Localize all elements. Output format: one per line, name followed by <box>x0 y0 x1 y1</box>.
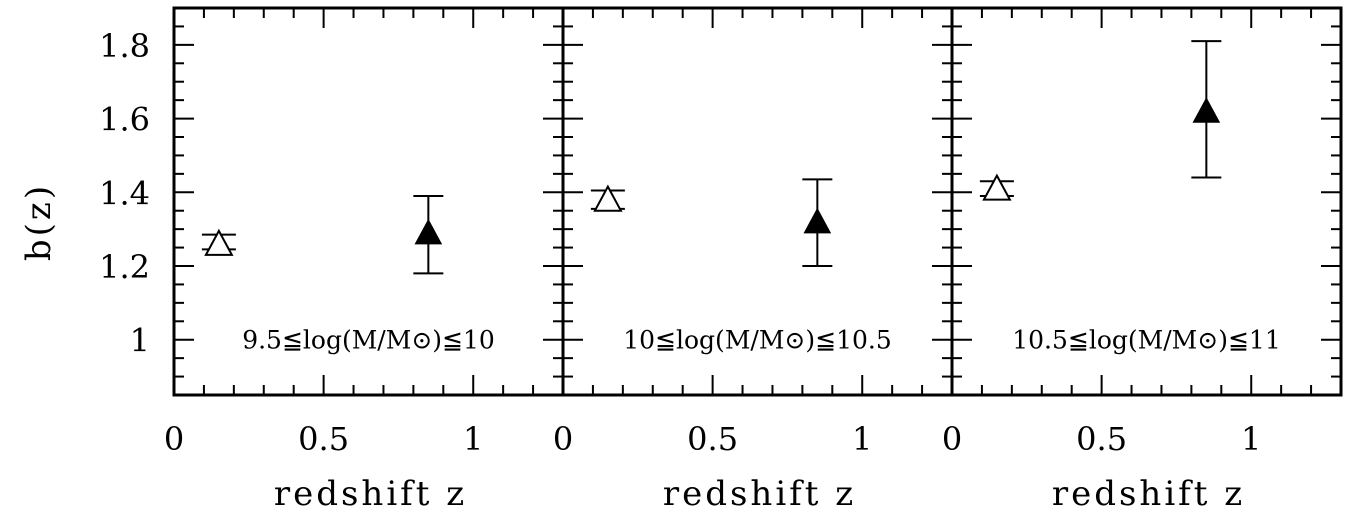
x-tick-label: 0.5 <box>1076 420 1127 458</box>
panel-frame <box>950 6 1343 397</box>
filled-triangle-marker <box>414 218 443 245</box>
panels: 0 0.5 1 redshift z 9.5≦log(M/M⊙)≦10 0 0.5 1 reds… <box>99 6 1343 513</box>
open-triangle-marker <box>204 228 234 256</box>
x-axis-title: redshift z <box>1052 474 1245 513</box>
panel-1: 0 0.5 1 redshift z 9.5≦log(M/M⊙)≦10 <box>164 6 565 513</box>
y-axis-title: b(z) <box>19 183 59 261</box>
x-tick-label: 0.5 <box>298 420 349 458</box>
y-tick-label: 1.2 <box>99 248 150 286</box>
panel-2: 0 0.5 1 redshift z 10≦log(M/M⊙)≦10.5 <box>553 6 954 513</box>
panel-label: 9.5≦log(M/M⊙)≦10 <box>242 326 495 355</box>
open-triangle-marker <box>982 173 1012 201</box>
x-tick-label: 1 <box>852 420 872 458</box>
x-axis-title: redshift z <box>274 474 467 513</box>
y-tick-label: 1.4 <box>99 174 150 212</box>
y-tick-label: 1.6 <box>99 101 150 139</box>
y-tick-label: 1 <box>130 322 150 360</box>
panel-label: 10≦log(M/M⊙)≦10.5 <box>623 326 892 355</box>
open-triangle-marker <box>593 184 623 212</box>
panel-3: 0 0.5 1 redshift z 10.5≦log(M/M⊙)≦11 <box>942 6 1343 513</box>
panel-label: 10.5≦log(M/M⊙)≦11 <box>1012 326 1281 355</box>
x-tick-label: 0 <box>942 420 962 458</box>
y-tick-label: 1.8 <box>99 27 150 65</box>
x-tick-label: 1 <box>1241 420 1261 458</box>
filled-triangle-marker <box>803 207 832 234</box>
x-tick-label: 0 <box>553 420 573 458</box>
x-tick-label: 0.5 <box>687 420 738 458</box>
x-axis-title: redshift z <box>663 474 856 513</box>
x-tick-label: 1 <box>463 420 483 458</box>
filled-triangle-marker <box>1192 97 1221 123</box>
x-tick-label: 0 <box>164 420 184 458</box>
